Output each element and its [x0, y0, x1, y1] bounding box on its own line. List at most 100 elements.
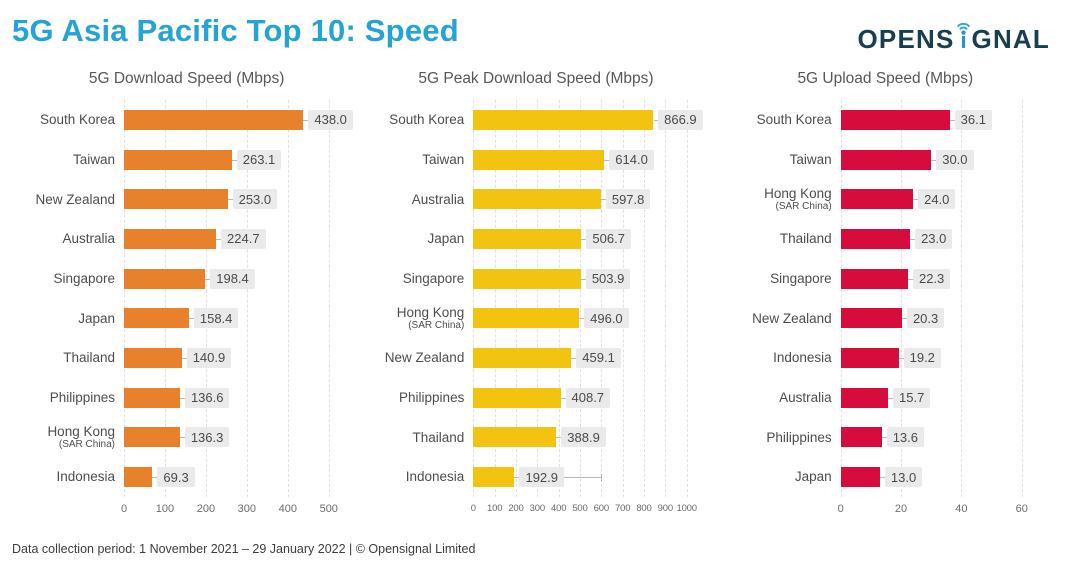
bar-row: Hong Kong (SAR China) 496.0	[361, 298, 710, 338]
bar-track: 496.0	[473, 298, 702, 338]
value-badge: 69.3	[157, 467, 195, 488]
bar-track: 192.9	[473, 457, 702, 497]
chart-panel-peak-download-speed: 5G Peak Download Speed (Mbps) South Kore…	[361, 62, 710, 522]
country-label: Indonesia	[773, 350, 832, 366]
bar	[840, 228, 911, 249]
value-badge: 408.7	[565, 387, 611, 408]
bar	[840, 268, 908, 289]
chart-panel-download-speed: 5G Download Speed (Mbps) South Korea 438.…	[12, 62, 361, 522]
bar-track: 19.2	[840, 338, 1052, 378]
bar	[124, 268, 206, 289]
opensignal-logo: OPENS GNAL	[858, 16, 1051, 55]
gridline	[537, 100, 539, 497]
bar	[473, 427, 557, 448]
bar-row: Indonesia 69.3	[12, 457, 361, 497]
x-axis: 0 100 200 300 400 500	[121, 500, 353, 522]
value-badge: 614.0	[609, 149, 654, 170]
axis-tick-label: 100	[155, 502, 175, 515]
country-label: Australia	[62, 231, 115, 247]
gridline	[124, 100, 125, 497]
value-badge: 192.9	[519, 467, 565, 488]
bar-track: 614.0	[473, 140, 702, 180]
bar-row: Singapore 22.3	[711, 259, 1060, 299]
page-title: 5G Asia Pacific Top 10: Speed	[12, 13, 459, 48]
gridline	[473, 100, 475, 497]
bar-track: 20.3	[840, 298, 1052, 338]
gridline	[665, 100, 667, 497]
country-label: Indonesia	[405, 469, 465, 485]
bar-track: 13.0	[840, 457, 1052, 497]
value-badge: 198.4	[210, 268, 255, 289]
gridline	[961, 100, 963, 497]
bar	[473, 347, 572, 368]
axis-tick-label: 200	[508, 502, 524, 514]
bar-row: Thailand 140.9	[12, 338, 361, 378]
bar-track: 136.6	[124, 378, 353, 418]
axis-tick-label: 700	[615, 502, 631, 514]
bar-track: 253.0	[124, 179, 353, 219]
footer-note: Data collection period: 1 November 2021 …	[12, 542, 476, 556]
bar	[840, 347, 899, 368]
bar-row: Indonesia 19.2	[711, 338, 1060, 378]
country-label: Singapore	[53, 271, 115, 287]
bar-track: 866.9	[473, 100, 703, 140]
bar	[473, 268, 581, 289]
country-label: New Zealand	[752, 310, 832, 326]
bar	[473, 467, 515, 488]
bar-row: Australia 15.7	[711, 378, 1060, 418]
value-badge: 15.7	[893, 387, 931, 408]
bar-track: 459.1	[473, 338, 702, 378]
country-label: South Korea	[756, 112, 832, 128]
bar-row: Philippines 13.6	[711, 418, 1060, 458]
plot-area: South Korea 866.9 Taiwan 614.0 Australia 597.…	[361, 100, 710, 497]
gridline	[287, 100, 289, 497]
value-badge: 388.9	[561, 427, 606, 448]
country-label: Hong Kong (SAR China)	[12, 424, 115, 450]
gridline	[515, 100, 517, 497]
axis-tick-label: 40	[955, 502, 968, 515]
bar	[124, 228, 217, 249]
bar-track: 23.0	[840, 219, 1052, 259]
charts-container: 5G Download Speed (Mbps) South Korea 438.…	[0, 62, 1080, 522]
country-label: Australia	[779, 390, 832, 406]
bar-row: Singapore 503.9	[361, 259, 710, 299]
gridline	[601, 100, 603, 497]
country-sublabel: (SAR China)	[775, 201, 832, 213]
bar-track: 22.3	[840, 259, 1052, 299]
country-label: Thailand	[779, 231, 832, 247]
gridline	[840, 100, 842, 497]
bar-row: South Korea 36.1	[711, 100, 1060, 140]
bar-row: Japan 13.0	[711, 457, 1060, 497]
chart-title: 5G Peak Download Speed (Mbps)	[418, 70, 654, 87]
bar-row: Singapore 198.4	[12, 259, 361, 299]
country-label: Taiwan	[422, 151, 465, 167]
gridlines	[124, 100, 353, 497]
axis-tick-label: 500	[319, 502, 338, 515]
country-label: Philippines	[399, 390, 465, 406]
bar	[840, 189, 914, 210]
bar-row: Japan 506.7	[361, 219, 710, 259]
axis-tick-label: 60	[1015, 502, 1028, 515]
bar-track: 140.9	[124, 338, 353, 378]
value-badge: 438.0	[308, 109, 353, 130]
bar-track: 36.1	[840, 100, 1052, 140]
value-badge: 13.0	[884, 467, 923, 488]
bar-row: Thailand 23.0	[711, 219, 1060, 259]
bar	[124, 149, 232, 170]
value-badge: 496.0	[584, 308, 629, 329]
axis-tick-label: 900	[657, 502, 673, 514]
wifi-signal-icon	[955, 16, 972, 55]
plot-area: South Korea 36.1 Taiwan 30.0 Hong Kong (SAR C…	[711, 100, 1060, 497]
gridline	[579, 100, 581, 497]
chart-title: 5G Upload Speed (Mbps)	[797, 70, 974, 87]
bar	[124, 347, 182, 368]
country-label: New Zealand	[35, 191, 115, 207]
axis-tick-label: 400	[551, 502, 567, 514]
bar	[473, 189, 601, 210]
value-badge: 136.6	[184, 387, 230, 408]
gridline	[246, 100, 248, 497]
bar-track: 69.3	[124, 457, 353, 497]
axis-tick-label: 0	[470, 502, 476, 514]
country-label: South Korea	[39, 112, 115, 128]
chart-panel-upload-speed: 5G Upload Speed (Mbps) South Korea 36.1 Ta…	[711, 62, 1060, 522]
